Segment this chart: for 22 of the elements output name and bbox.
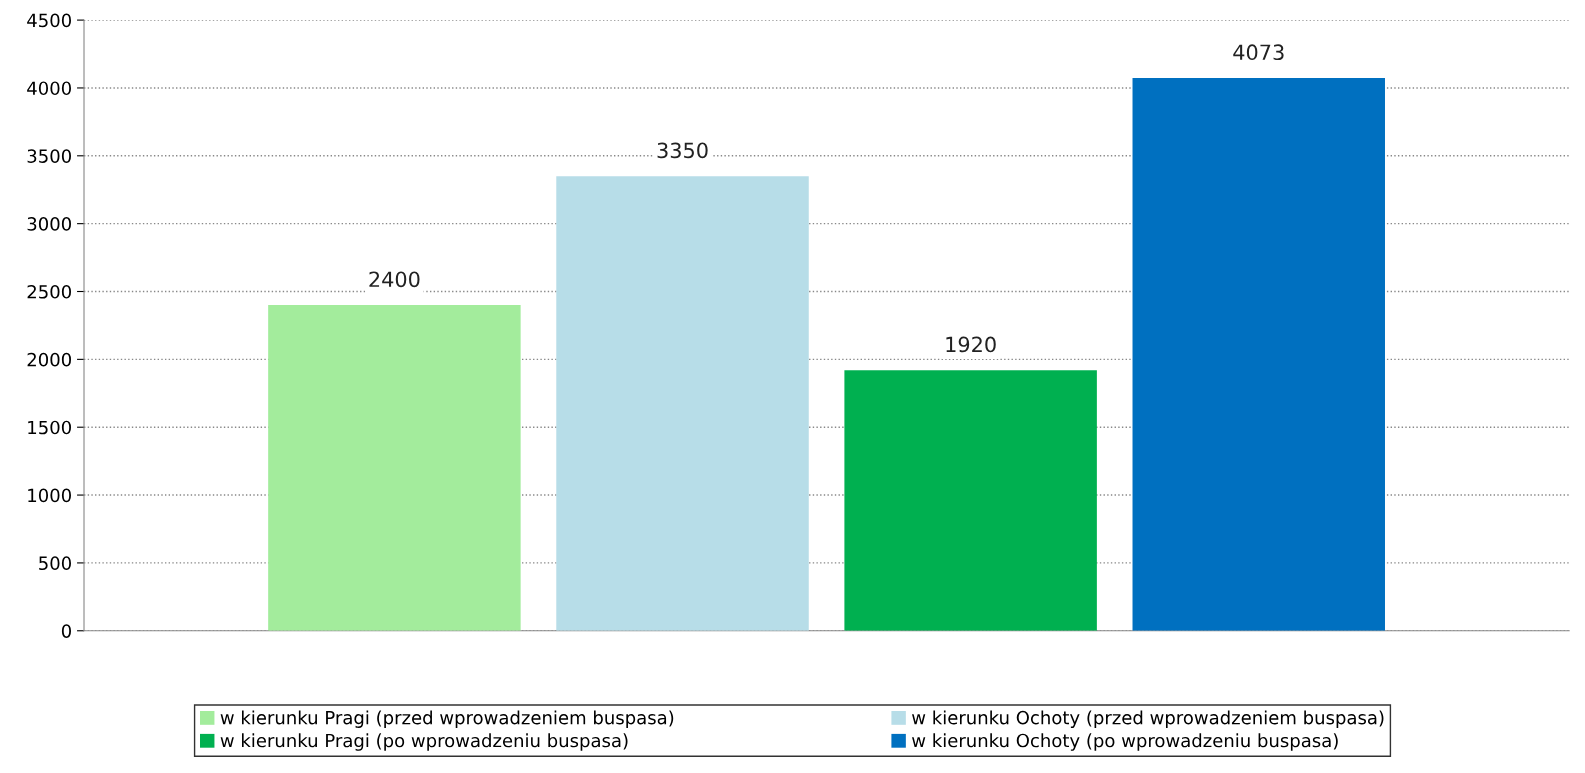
data-label: 4073 (1233, 44, 1284, 61)
data-label: 1920 (946, 336, 996, 353)
y-tick-label: 0 (61, 624, 71, 638)
legend-label: w kierunku Ochoty (po wprowadzeniu buspasa) (912, 733, 1338, 751)
bar (844, 370, 1097, 631)
bar (268, 305, 521, 631)
legend-label: w kierunku Pragi (przed wprowadzeniem buspasa) (220, 710, 674, 728)
y-tick-label: 2000 (27, 352, 71, 367)
legend-label: w kierunku Ochoty (przed wprowadzeniem buspasa) (912, 710, 1384, 728)
y-tick-label: 1000 (28, 488, 71, 503)
data-label: 3350 (657, 142, 708, 159)
bar (556, 176, 809, 631)
y-tick-label: 3500 (27, 149, 71, 163)
y-tick-label: 2500 (27, 284, 71, 299)
data-label: 2400 (369, 271, 420, 288)
y-tick-label: 500 (39, 556, 71, 571)
y-tick-label: 3000 (27, 217, 71, 231)
bar (1132, 78, 1385, 631)
y-tick-label: 1500 (28, 420, 71, 435)
legend-label: w kierunku Pragi (po wprowadzeniu buspasa) (220, 733, 628, 751)
y-tick-label: 4500 (27, 13, 71, 28)
y-tick-label: 4000 (27, 81, 71, 96)
